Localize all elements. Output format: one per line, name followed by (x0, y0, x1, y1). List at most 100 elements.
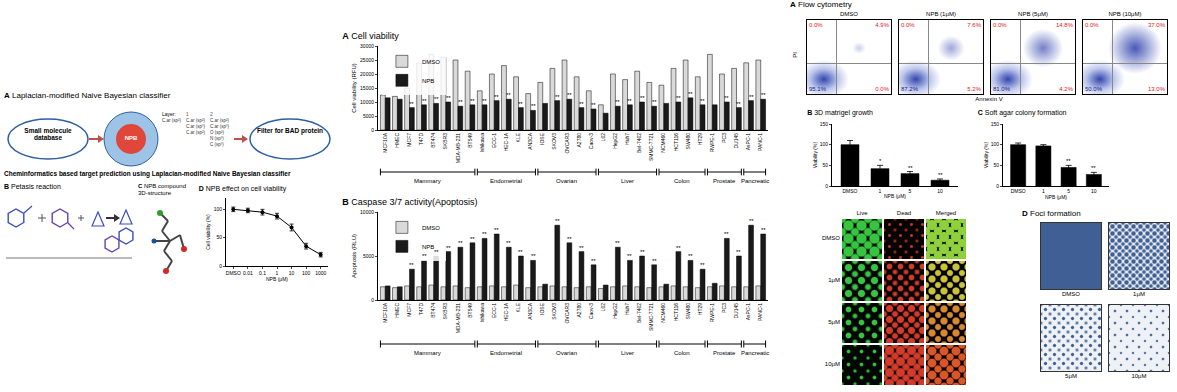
svg-text:10: 10 (289, 270, 295, 276)
svg-text:T47D: T47D (418, 133, 424, 146)
svg-text:**: ** (458, 240, 463, 246)
svg-text:**: ** (640, 95, 645, 101)
svg-text:**: ** (938, 172, 943, 178)
svg-text:**: ** (724, 231, 729, 237)
svg-text:**: ** (482, 231, 487, 237)
svg-text:SKOV3: SKOV3 (551, 303, 557, 320)
svg-text:5000: 5000 (363, 253, 374, 259)
svg-text:Apoptosis (RLU): Apoptosis (RLU) (351, 234, 357, 278)
svg-text:L02: L02 (600, 303, 606, 312)
svg-text:HepG2: HepG2 (612, 303, 618, 319)
svg-text:BT474: BT474 (430, 303, 436, 318)
svg-text:DU145: DU145 (733, 133, 739, 149)
svg-text:Cell viability (%): Cell viability (%) (205, 214, 211, 250)
svg-text:D NPB effect on cell viability: D NPB effect on cell viability (199, 185, 287, 193)
svg-text:*: * (879, 158, 882, 164)
svg-text:100: 100 (214, 206, 223, 212)
svg-text:SMMC-7721: SMMC-7721 (648, 303, 654, 331)
svg-text:DMSO: DMSO (422, 225, 440, 231)
svg-text:HT29: HT29 (697, 303, 703, 315)
svg-text:**: ** (555, 94, 560, 100)
svg-text:**: ** (567, 236, 572, 242)
svg-text:**: ** (422, 253, 427, 259)
svg-text:0: 0 (996, 183, 999, 189)
svg-text:AN3CA: AN3CA (527, 132, 533, 149)
svg-text:C Soft agar colony formation: C Soft agar colony formation (978, 109, 1067, 117)
svg-text:**: ** (591, 258, 596, 264)
svg-text:150: 150 (820, 121, 829, 127)
svg-text:**: ** (531, 103, 536, 109)
svg-text:OVCAR3: OVCAR3 (564, 303, 570, 324)
svg-text:Liver: Liver (621, 350, 634, 356)
svg-text:NPB (μM): NPB (μM) (266, 276, 288, 282)
svg-text:MDA-MB-231: MDA-MB-231 (455, 133, 461, 164)
svg-text:0: 0 (371, 297, 374, 303)
svg-text:**: ** (736, 101, 741, 107)
svg-text:5: 5 (1067, 188, 1070, 194)
svg-text:MCF10A: MCF10A (382, 132, 388, 152)
svg-text:Ishikawa: Ishikawa (479, 133, 485, 153)
svg-text:SMMC-7721: SMMC-7721 (648, 133, 654, 161)
svg-text:Huh7: Huh7 (624, 133, 630, 145)
svg-text:HCT116: HCT116 (673, 303, 679, 321)
svg-text:Colon: Colon (674, 178, 690, 184)
svg-text:Mammary: Mammary (414, 178, 441, 184)
svg-text:MCF7: MCF7 (406, 133, 412, 147)
svg-text:DMSO: DMSO (422, 59, 440, 65)
svg-text:Viability (%): Viability (%) (983, 142, 989, 169)
svg-text:**: ** (446, 95, 451, 101)
svg-text:0: 0 (371, 127, 374, 133)
svg-text:KLE: KLE (515, 132, 521, 142)
svg-text:25000: 25000 (360, 57, 374, 63)
svg-text:HEC-1A: HEC-1A (503, 132, 509, 151)
svg-text:AsPC-1: AsPC-1 (745, 303, 751, 320)
svg-text:**: ** (700, 98, 705, 104)
svg-text:10: 10 (1091, 188, 1097, 194)
svg-text:20000: 20000 (360, 71, 374, 77)
svg-text:5000: 5000 (363, 113, 374, 119)
svg-text:**: ** (506, 92, 511, 98)
svg-text:**: ** (434, 96, 439, 102)
svg-text:**: ** (652, 258, 657, 264)
svg-text:**: ** (700, 262, 705, 268)
svg-text:100: 100 (820, 141, 829, 147)
svg-text:10000: 10000 (360, 209, 374, 215)
svg-text:**: ** (531, 253, 536, 259)
svg-text:Endometrial: Endometrial (490, 350, 522, 356)
svg-text:**: ** (470, 98, 475, 104)
svg-text:NPB: NPB (422, 78, 434, 84)
svg-text:Ovarian: Ovarian (556, 350, 577, 356)
svg-text:HMEC: HMEC (394, 303, 400, 318)
svg-text:30000: 30000 (360, 43, 374, 49)
svg-text:**: ** (736, 249, 741, 255)
svg-text:50: 50 (822, 162, 828, 168)
svg-text:Prostate: Prostate (713, 178, 736, 184)
svg-text:**: ** (676, 245, 681, 251)
svg-text:A Cell viability: A Cell viability (342, 31, 399, 41)
svg-text:Endometrial: Endometrial (490, 178, 522, 184)
svg-text:HCT116: HCT116 (673, 133, 679, 151)
svg-text:Prostate: Prostate (713, 350, 736, 356)
svg-text:NCM460: NCM460 (660, 133, 666, 153)
svg-text:0.01: 0.01 (243, 270, 253, 276)
svg-text:**: ** (749, 94, 754, 100)
svg-text:AsPC-1: AsPC-1 (745, 133, 751, 150)
svg-text:**: ** (579, 245, 584, 251)
svg-text:Bel-7402: Bel-7402 (636, 133, 642, 153)
svg-text:**: ** (640, 249, 645, 255)
svg-text:**: ** (422, 98, 427, 104)
svg-text:Huh7: Huh7 (624, 303, 630, 315)
svg-text:MDA-MB-231: MDA-MB-231 (455, 303, 461, 334)
svg-text:MCF10A: MCF10A (382, 302, 388, 322)
svg-text:HepG2: HepG2 (612, 133, 618, 149)
svg-text:DMSO: DMSO (843, 188, 858, 194)
svg-text:BT549: BT549 (467, 133, 473, 148)
svg-text:Colon: Colon (674, 350, 690, 356)
svg-text:**: ** (482, 98, 487, 104)
svg-text:10000: 10000 (360, 99, 374, 105)
svg-text:**: ** (724, 95, 729, 101)
svg-text:**: ** (761, 227, 766, 233)
svg-text:**: ** (615, 240, 620, 246)
svg-text:15000: 15000 (360, 85, 374, 91)
svg-text:SKBR3: SKBR3 (442, 133, 448, 150)
